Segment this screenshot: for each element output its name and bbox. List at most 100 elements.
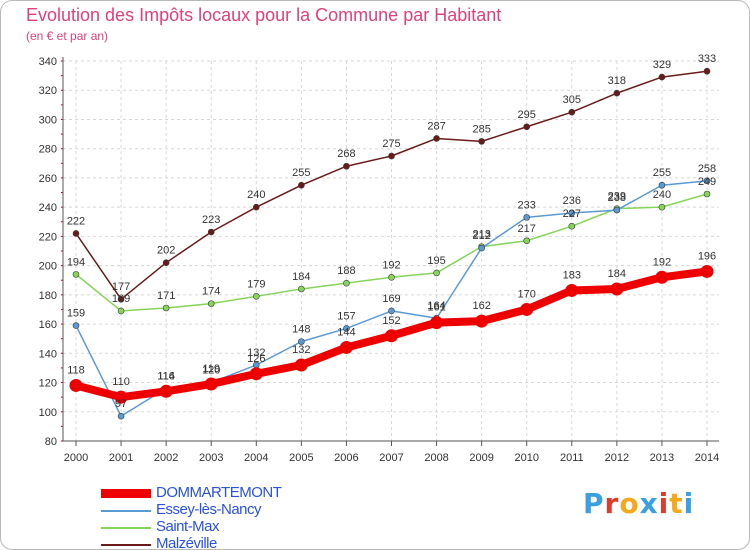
data-point-dommartemont bbox=[339, 340, 353, 354]
data-point-dommartemont bbox=[430, 316, 444, 330]
data-label-dommartemont: 196 bbox=[698, 250, 716, 262]
data-label-essey-les-nancy: 116 bbox=[157, 370, 175, 382]
data-label-malzeville: 305 bbox=[563, 94, 581, 106]
data-point-essey-les-nancy bbox=[568, 209, 576, 217]
x-tick-label: 2007 bbox=[379, 452, 403, 464]
data-point-saint-max bbox=[658, 203, 666, 211]
data-label-dommartemont: 119 bbox=[202, 363, 220, 375]
legend-item-malzeville: Malzéville bbox=[101, 535, 361, 549]
x-tick-label: 2002 bbox=[154, 452, 178, 464]
y-tick-label: 140 bbox=[39, 348, 57, 360]
data-point-malzeville bbox=[523, 123, 531, 131]
x-tick-label: 2006 bbox=[334, 452, 358, 464]
data-point-essey-les-nancy bbox=[388, 307, 395, 315]
x-tick-label: 2001 bbox=[109, 452, 133, 464]
x-tick-label: 2012 bbox=[605, 452, 629, 464]
data-point-malzeville bbox=[298, 181, 305, 189]
data-point-malzeville bbox=[658, 73, 666, 81]
legend-label: DOMMARTEMONT bbox=[156, 484, 282, 501]
data-label-saint-max: 169 bbox=[112, 293, 130, 305]
logo-letter: i bbox=[658, 487, 670, 520]
data-label-saint-max: 171 bbox=[157, 290, 175, 302]
x-tick-label: 2009 bbox=[469, 452, 493, 464]
data-label-dommartemont: 144 bbox=[337, 326, 355, 338]
data-point-essey-les-nancy bbox=[117, 412, 125, 420]
data-label-essey-les-nancy: 233 bbox=[518, 199, 536, 211]
y-tick-label: 320 bbox=[39, 85, 57, 97]
data-label-dommartemont: 184 bbox=[608, 268, 626, 280]
axes: 80 100 120 140 160 180 200 220 240 260 280 300 320 34… bbox=[39, 56, 720, 464]
data-label-malzeville: 287 bbox=[427, 120, 445, 132]
legend-item-dommartemont: DOMMARTEMONT bbox=[101, 484, 361, 502]
data-point-malzeville bbox=[207, 228, 215, 236]
data-point-saint-max bbox=[298, 285, 305, 293]
grid bbox=[63, 60, 719, 442]
data-label-essey-les-nancy: 97 bbox=[115, 398, 127, 410]
data-label-essey-les-nancy: 132 bbox=[247, 347, 265, 359]
data-label-malzeville: 240 bbox=[247, 189, 265, 201]
y-tick-label: 80 bbox=[45, 436, 57, 448]
x-tick-label: 2008 bbox=[424, 452, 448, 464]
data-point-saint-max bbox=[343, 279, 350, 287]
data-label-saint-max: 217 bbox=[518, 223, 536, 235]
data-point-dommartemont bbox=[520, 302, 534, 316]
data-point-essey-les-nancy bbox=[613, 206, 621, 214]
data-label-malzeville: 295 bbox=[518, 109, 536, 121]
data-label-dommartemont: 161 bbox=[427, 302, 445, 314]
chart-subtitle: (en € et par an) bbox=[26, 29, 109, 43]
y-tick-label: 260 bbox=[39, 173, 57, 185]
legend-swatch bbox=[101, 527, 151, 529]
data-point-dommartemont bbox=[294, 358, 308, 372]
data-point-malzeville bbox=[72, 230, 80, 237]
x-tick-label: 2010 bbox=[514, 452, 538, 464]
data-point-dommartemont bbox=[114, 390, 128, 404]
legend-swatch bbox=[101, 510, 151, 512]
y-tick-label: 160 bbox=[39, 319, 57, 331]
data-label-dommartemont: 132 bbox=[292, 344, 310, 356]
data-label-dommartemont: 118 bbox=[67, 364, 85, 376]
data-label-malzeville: 329 bbox=[653, 59, 671, 71]
x-tick-label: 2005 bbox=[289, 452, 313, 464]
data-point-essey-les-nancy bbox=[703, 177, 711, 185]
data-point-essey-les-nancy bbox=[298, 338, 305, 345]
data-point-saint-max bbox=[703, 190, 711, 198]
data-label-essey-les-nancy: 255 bbox=[653, 167, 671, 179]
x-tick-label: 2014 bbox=[695, 452, 719, 464]
data-label-dommartemont: 152 bbox=[382, 315, 400, 327]
data-label-dommartemont: 192 bbox=[653, 256, 671, 268]
legend-swatch bbox=[101, 489, 151, 498]
data-label-essey-les-nancy: 236 bbox=[563, 195, 581, 207]
data-point-malzeville bbox=[343, 162, 350, 170]
data-point-saint-max bbox=[117, 307, 125, 315]
data-label-saint-max: 195 bbox=[427, 255, 445, 267]
data-label-saint-max: 213 bbox=[472, 229, 490, 241]
legend: DOMMARTEMONT Essey-lès-Nancy Saint-Max Malz… bbox=[101, 484, 361, 549]
legend-swatch bbox=[101, 544, 151, 546]
data-label-essey-les-nancy: 164 bbox=[427, 300, 445, 312]
data-point-essey-les-nancy bbox=[478, 244, 485, 252]
data-label-malzeville: 333 bbox=[698, 53, 716, 65]
legend-item-saint-max: Saint-Max bbox=[101, 518, 361, 536]
data-point-malzeville bbox=[162, 259, 170, 266]
data-label-dommartemont: 162 bbox=[472, 300, 490, 312]
x-tick-label: 2011 bbox=[560, 452, 584, 464]
logo-letter: i bbox=[683, 487, 695, 520]
data-point-dommartemont bbox=[385, 329, 398, 343]
y-tick-label: 180 bbox=[39, 290, 57, 302]
data-point-malzeville bbox=[613, 89, 621, 97]
data-label-malzeville: 285 bbox=[472, 123, 490, 135]
y-tick-label: 280 bbox=[39, 144, 57, 156]
logo-letter: r bbox=[604, 487, 620, 520]
data-label-malzeville: 275 bbox=[382, 138, 400, 150]
data-point-dommartemont bbox=[249, 367, 263, 381]
data-point-saint-max bbox=[162, 304, 170, 312]
data-point-malzeville bbox=[703, 67, 711, 75]
y-tick-label: 120 bbox=[39, 378, 57, 390]
chart-title: Evolution des Impôts locaux pour la Comm… bbox=[26, 5, 502, 25]
data-label-dommartemont: 126 bbox=[247, 353, 265, 365]
data-label-saint-max: 188 bbox=[337, 265, 355, 277]
data-point-saint-max bbox=[207, 300, 215, 307]
data-label-saint-max: 240 bbox=[653, 189, 671, 201]
y-tick-label: 240 bbox=[39, 202, 57, 214]
